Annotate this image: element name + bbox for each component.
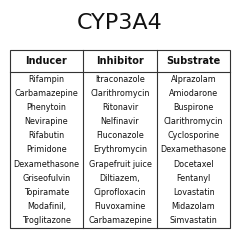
Bar (10, 50, 230, 228)
Text: Midazolam: Midazolam (172, 202, 216, 211)
Text: Modafinil,: Modafinil, (27, 202, 66, 211)
Text: Rifampin: Rifampin (28, 75, 64, 84)
Text: Fluconazole: Fluconazole (96, 131, 144, 140)
Text: Itraconazole: Itraconazole (95, 75, 145, 84)
Text: Buspirone: Buspirone (174, 103, 214, 112)
Text: Erythromycin: Erythromycin (93, 145, 147, 155)
Text: Fentanyl: Fentanyl (176, 174, 211, 183)
Text: Lovastatin: Lovastatin (173, 188, 214, 197)
Text: Troglitazone: Troglitazone (22, 216, 71, 225)
Text: Topiramate: Topiramate (24, 188, 69, 197)
Text: Rifabutin: Rifabutin (28, 131, 65, 140)
Text: Substrate: Substrate (167, 56, 221, 66)
Text: CYP3A4: CYP3A4 (77, 13, 163, 33)
Text: Dexamethasone: Dexamethasone (13, 160, 79, 169)
Text: Diltiazem,: Diltiazem, (100, 174, 140, 183)
Text: Primidone: Primidone (26, 145, 67, 155)
Text: Dexamethasone: Dexamethasone (161, 145, 227, 155)
Text: Cyclosporine: Cyclosporine (168, 131, 220, 140)
Text: Carbamazepine: Carbamazepine (15, 89, 78, 98)
Text: Amiodarone: Amiodarone (169, 89, 218, 98)
Text: Alprazolam: Alprazolam (171, 75, 216, 84)
Text: Fluvoxamine: Fluvoxamine (94, 202, 146, 211)
Text: Nelfinavir: Nelfinavir (101, 117, 139, 126)
Text: Griseofulvin: Griseofulvin (22, 174, 71, 183)
Text: Grapefruit juice: Grapefruit juice (89, 160, 151, 169)
Text: Nevirapine: Nevirapine (24, 117, 68, 126)
Text: Ciprofloxacin: Ciprofloxacin (94, 188, 146, 197)
Text: Clarithromycin: Clarithromycin (90, 89, 150, 98)
Text: Simvastatin: Simvastatin (170, 216, 217, 225)
Text: Ritonavir: Ritonavir (102, 103, 138, 112)
Text: Carbamazepine: Carbamazepine (88, 216, 152, 225)
Text: Inducer: Inducer (25, 56, 67, 66)
Text: Docetaxel: Docetaxel (173, 160, 214, 169)
Text: Clarithromycin: Clarithromycin (164, 117, 223, 126)
Text: Inhibitor: Inhibitor (96, 56, 144, 66)
Text: Phenytoin: Phenytoin (26, 103, 66, 112)
